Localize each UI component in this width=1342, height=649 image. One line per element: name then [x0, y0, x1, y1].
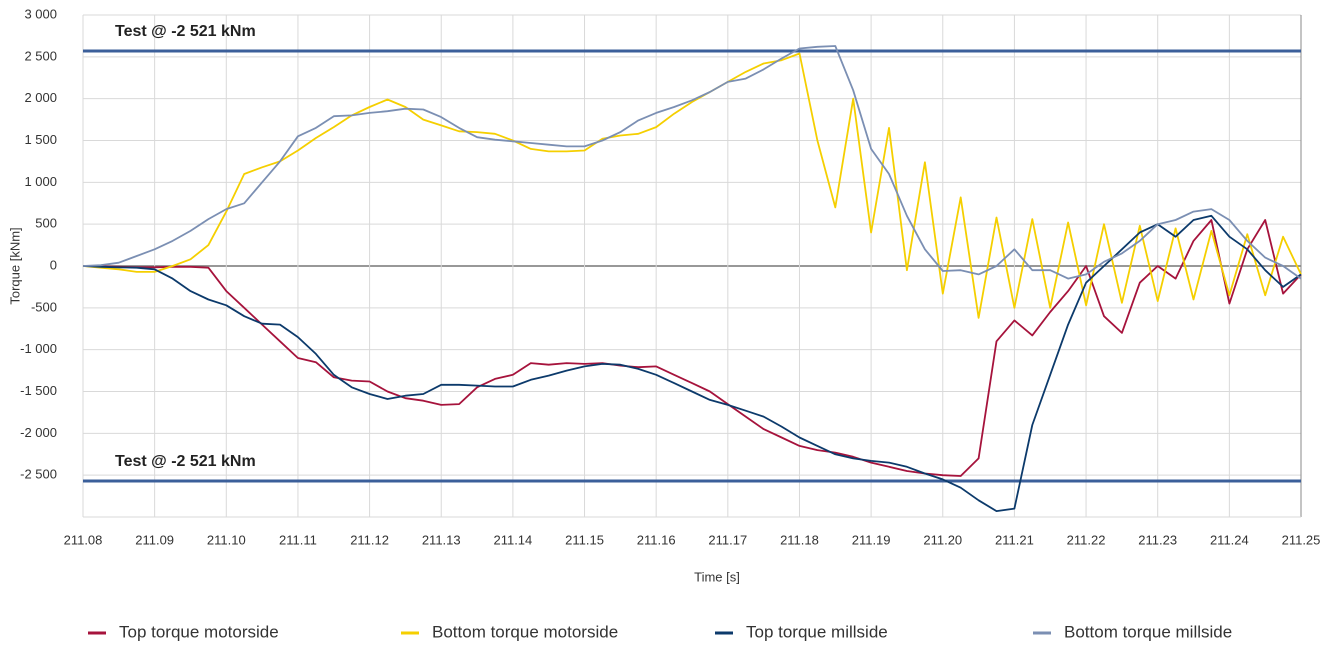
legend-label: Top torque millside — [746, 622, 888, 641]
y-tick-label: 1 000 — [24, 174, 57, 189]
y-tick-label: -500 — [31, 299, 57, 314]
legend: Top torque motorside Bottom torque motors… — [88, 622, 1232, 641]
y-tick-label: 2 000 — [24, 90, 57, 105]
x-axis-label: Time [s] — [694, 569, 740, 584]
reference-label: Test @ -2 521 kNm — [115, 453, 256, 470]
y-tick-label: -1 500 — [20, 383, 57, 398]
x-tick-label: 211.11 — [279, 532, 317, 547]
x-tick-label: 211.18 — [780, 532, 819, 547]
y-tick-label: 0 — [50, 257, 57, 272]
reference-label: Test @ -2 521 kNm — [115, 23, 256, 40]
x-tick-label: 211.21 — [995, 532, 1034, 547]
legend-label: Bottom torque millside — [1064, 622, 1232, 641]
y-tick-label: 500 — [35, 216, 57, 231]
x-tick-label: 211.19 — [852, 532, 891, 547]
x-tick-label: 211.25 — [1282, 532, 1321, 547]
x-tick-label: 211.17 — [708, 532, 747, 547]
x-tick-label: 211.10 — [207, 532, 246, 547]
x-tick-label: 211.12 — [350, 532, 389, 547]
x-tick-label: 211.16 — [637, 532, 676, 547]
series-line — [82, 52, 1302, 319]
y-tick-label: -1 000 — [20, 341, 57, 356]
x-tick-label: 211.15 — [565, 532, 604, 547]
x-tick-label: 211.08 — [64, 532, 103, 547]
x-tick-label: 211.13 — [422, 532, 461, 547]
y-tick-label: 2 500 — [24, 48, 57, 63]
series-line — [82, 45, 1302, 280]
x-tick-label: 211.20 — [923, 532, 962, 547]
y-tick-label: -2 500 — [20, 467, 57, 482]
legend-label: Top torque motorside — [119, 622, 279, 641]
x-tick-label: 211.14 — [493, 532, 532, 547]
y-axis-label: Torque [kNm] — [7, 227, 22, 304]
series-line — [82, 219, 1302, 477]
y-tick-label: 1 500 — [24, 132, 57, 147]
x-tick-label: 211.09 — [135, 532, 174, 547]
legend-label: Bottom torque motorside — [432, 622, 618, 641]
x-tick-label: 211.22 — [1067, 532, 1106, 547]
x-tick-label: 211.23 — [1138, 532, 1177, 547]
x-tick-label: 211.24 — [1210, 532, 1249, 547]
series-line — [82, 214, 1302, 512]
y-tick-label: 3 000 — [24, 6, 57, 21]
y-tick-label: -2 000 — [20, 425, 57, 440]
